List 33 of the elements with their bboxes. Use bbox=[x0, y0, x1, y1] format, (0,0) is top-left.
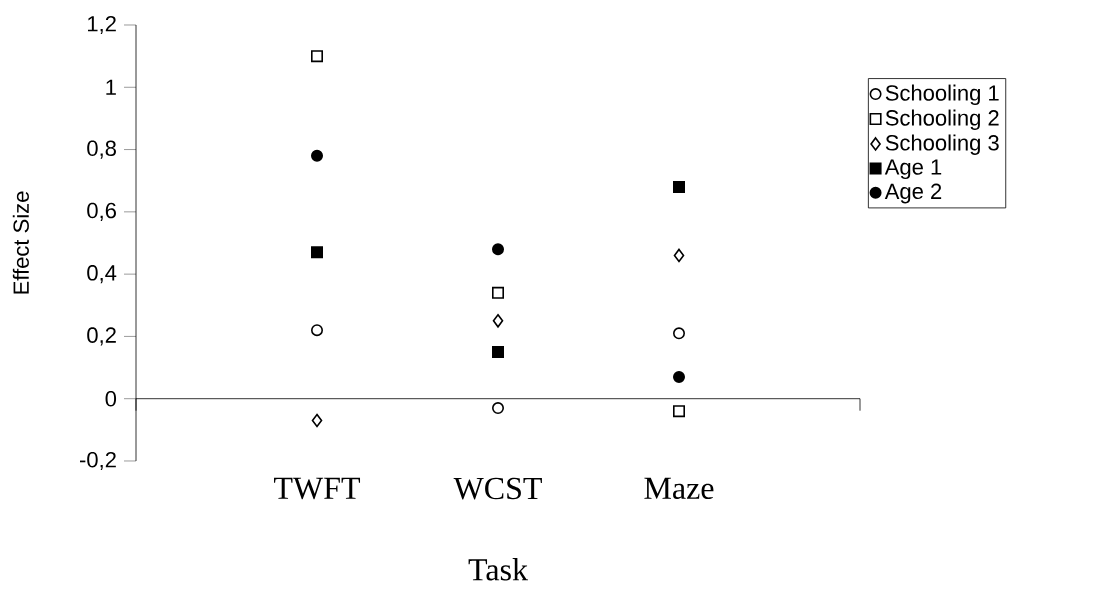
point bbox=[311, 413, 323, 428]
y-tick-label: 0,8 bbox=[87, 140, 116, 159]
x-axis-title: Task bbox=[468, 558, 529, 581]
point bbox=[311, 50, 323, 63]
y-tick-label: 0,2 bbox=[87, 327, 116, 346]
point bbox=[673, 370, 685, 383]
point bbox=[311, 246, 323, 259]
point bbox=[492, 314, 504, 328]
point bbox=[673, 248, 685, 263]
legend-label: Schooling 2 bbox=[885, 109, 999, 131]
point bbox=[492, 286, 505, 299]
y-tick-label: -0,2 bbox=[80, 451, 116, 471]
legend-label: Age 2 bbox=[884, 183, 942, 204]
x-tick-label: Maze bbox=[644, 477, 714, 500]
legend-label: Schooling 3 bbox=[885, 134, 999, 155]
point bbox=[492, 345, 505, 358]
x-tick-label: TWFT bbox=[274, 477, 361, 500]
point bbox=[311, 149, 323, 162]
y-tick-label: 0,6 bbox=[87, 202, 116, 221]
y-tick-label: 1 bbox=[106, 79, 116, 95]
x-tick-label: WCST bbox=[453, 477, 542, 500]
point bbox=[673, 327, 685, 340]
y-tick-label: 1,2 bbox=[88, 15, 116, 35]
legend-label: Age 1 bbox=[884, 159, 942, 180]
point bbox=[673, 405, 685, 418]
point bbox=[311, 324, 323, 337]
y-tick-label: 0 bbox=[105, 390, 117, 407]
y-axis-title: Effect Size bbox=[12, 191, 29, 294]
point bbox=[673, 180, 685, 193]
legend-label: Schooling 1 bbox=[885, 84, 999, 106]
point bbox=[492, 243, 505, 256]
point bbox=[492, 402, 505, 415]
y-tick-label: 0,4 bbox=[87, 265, 117, 284]
